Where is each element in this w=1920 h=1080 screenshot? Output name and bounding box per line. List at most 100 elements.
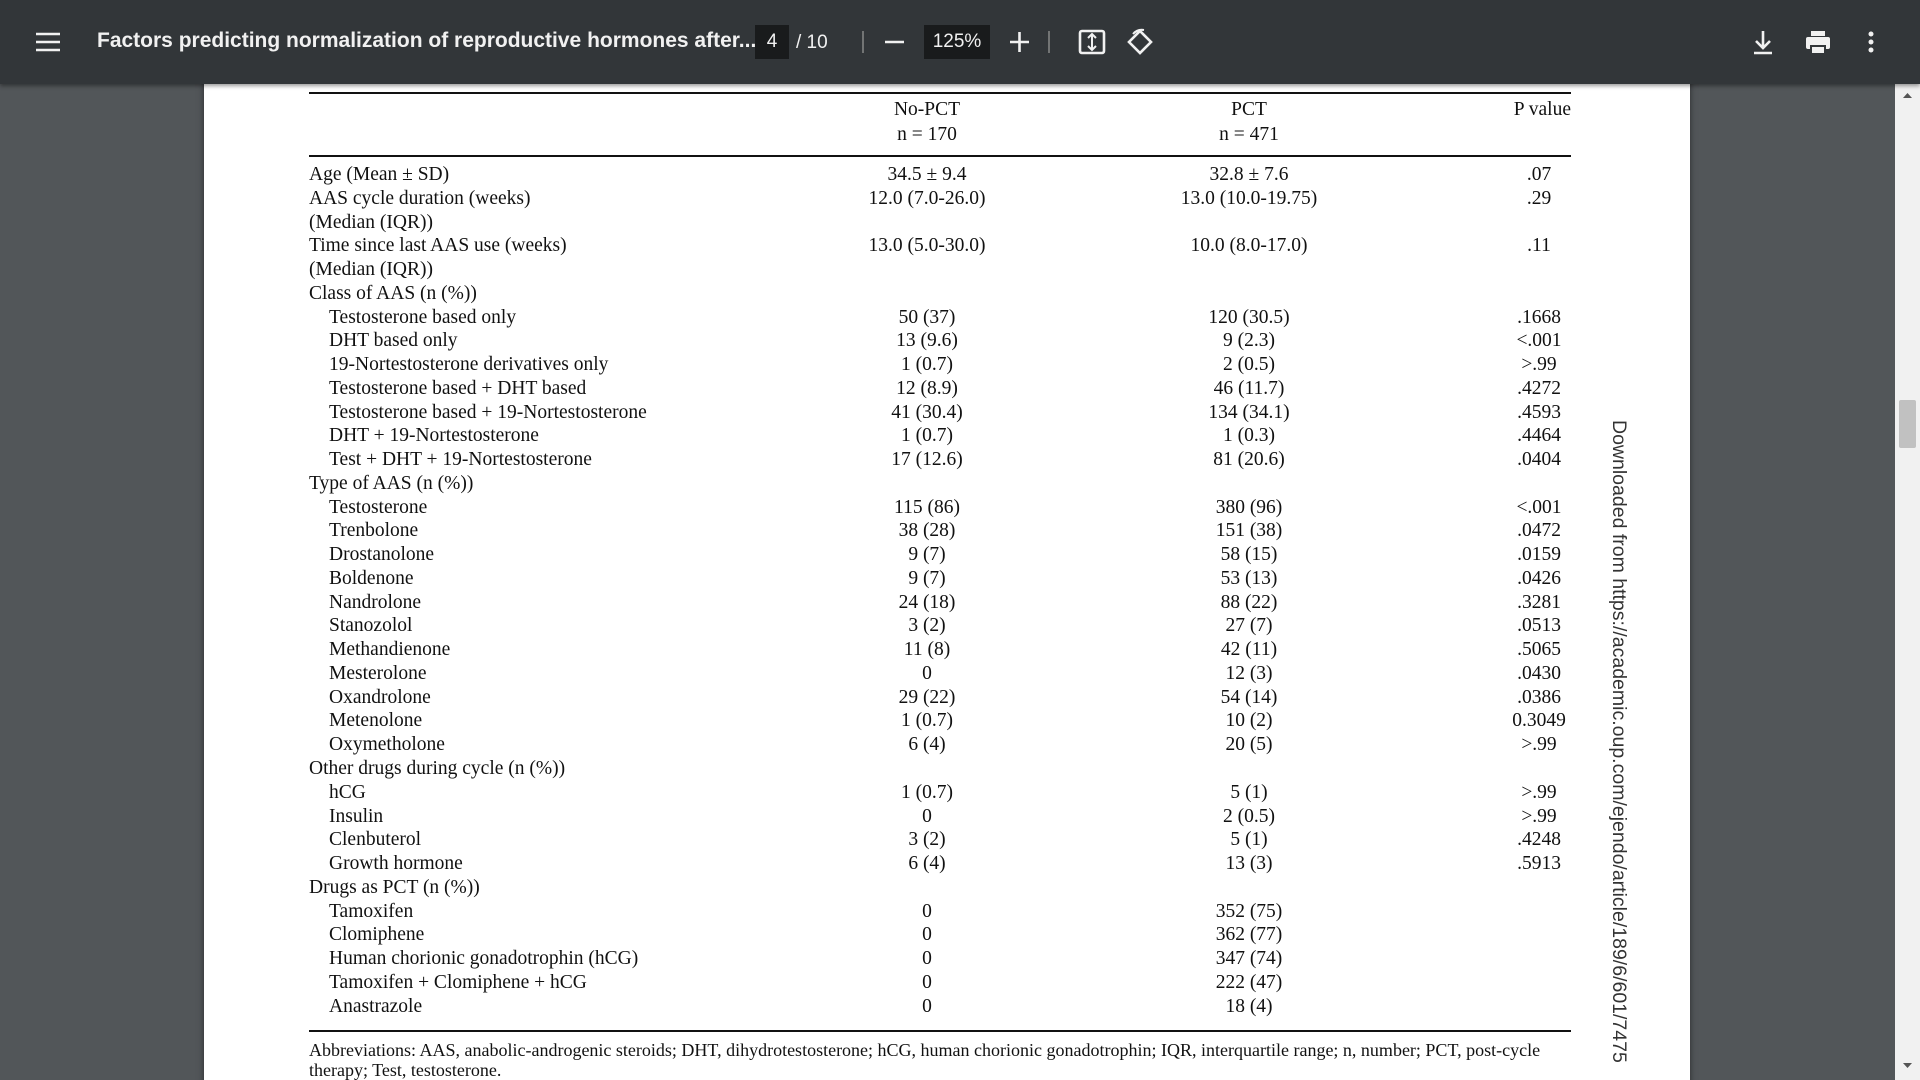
- cell-value: <.001: [1516, 330, 1562, 352]
- row-label: AAS cycle duration (weeks): [309, 187, 531, 209]
- table-rule: [309, 1030, 1571, 1032]
- cell-value: 0: [922, 805, 932, 827]
- toolbar-icons: [36, 28, 1874, 55]
- table-rule: [309, 155, 1571, 157]
- cell-value: >.99: [1521, 781, 1557, 803]
- cell-value: .4464: [1517, 425, 1561, 447]
- row-label: Mesterolone: [329, 662, 427, 684]
- column-header: PCT: [1231, 99, 1267, 120]
- cell-value: 13.0 (5.0-30.0): [868, 235, 986, 257]
- cell-value: 10.0 (8.0-17.0): [1190, 235, 1308, 257]
- cell-value: .0426: [1517, 567, 1561, 589]
- cell-value: 54 (14): [1220, 686, 1278, 708]
- row-label: DHT based only: [329, 330, 458, 352]
- cell-value: 222 (47): [1215, 971, 1283, 993]
- row-label: Age (Mean ± SD): [309, 164, 450, 185]
- cell-value: 32.8 ± 7.6: [1209, 164, 1289, 185]
- section-heading: Class of AAS (n (%)): [309, 282, 477, 304]
- cell-value: 10 (2): [1225, 710, 1273, 732]
- row-label: (Median (IQR)): [309, 259, 433, 281]
- cell-value: 50 (37): [898, 306, 956, 328]
- cell-value: 120 (30.5): [1208, 306, 1290, 328]
- cell-value: 11 (8): [903, 639, 951, 661]
- cell-value: 42 (11): [1220, 639, 1278, 661]
- cell-value: 41 (30.4): [891, 401, 963, 423]
- cell-value: .0430: [1517, 662, 1561, 684]
- row-label: Clomiphene: [329, 924, 425, 946]
- table-rule: [309, 92, 1571, 94]
- menu-button[interactable]: [36, 32, 60, 52]
- cell-value: 3 (2): [908, 615, 946, 637]
- column-header: P value: [1513, 99, 1571, 120]
- cell-value: 20 (5): [1225, 734, 1273, 756]
- more-button[interactable]: [1868, 31, 1874, 53]
- cell-value: 362 (77): [1215, 924, 1283, 946]
- document-title: Factors predicting normalization of repr…: [97, 29, 757, 52]
- watermark: Downloaded from https://academic.oup.com…: [1608, 420, 1630, 1063]
- zoom-in-button[interactable]: [1010, 32, 1029, 52]
- cell-value: 13 (9.6): [896, 330, 958, 352]
- cell-value: 0: [922, 924, 932, 946]
- row-label: Oxymetholone: [329, 734, 445, 756]
- row-label: Boldenone: [329, 567, 414, 589]
- cell-value: 12 (8.9): [896, 377, 958, 399]
- scroll-up[interactable]: [1903, 93, 1912, 98]
- cell-value: 1 (0.7): [901, 781, 953, 803]
- scroll-thumb[interactable]: [1899, 400, 1916, 448]
- row-label: Human chorionic gonadotrophin (hCG): [329, 948, 639, 970]
- cell-value: 1 (0.7): [901, 710, 953, 732]
- scrollbar-graphics: [1899, 93, 1916, 1068]
- cell-value: .11: [1527, 235, 1551, 257]
- cell-value: .1668: [1517, 306, 1561, 328]
- cell-value: 58 (15): [1220, 544, 1278, 566]
- row-label: Clenbuterol: [329, 829, 422, 851]
- row-label: (Median (IQR)): [309, 211, 433, 233]
- print-button[interactable]: [1806, 31, 1830, 55]
- page-input[interactable]: 4: [755, 25, 789, 59]
- cell-value: 352 (75): [1215, 900, 1283, 922]
- section-heading: Other drugs during cycle (n (%)): [309, 758, 566, 779]
- cell-value: .4248: [1517, 829, 1561, 851]
- row-label: Tamoxifen + Clomiphene + hCG: [329, 971, 587, 993]
- rotate-button[interactable]: [1127, 28, 1153, 55]
- cell-value: 53 (13): [1220, 567, 1278, 589]
- cell-value: 1 (0.7): [901, 425, 953, 447]
- cell-value: 27 (7): [1225, 615, 1273, 637]
- fit-button[interactable]: [1078, 29, 1106, 55]
- cell-value: 115 (86): [894, 496, 960, 518]
- scrollbar[interactable]: [1895, 84, 1920, 1080]
- row-label: Insulin: [329, 805, 384, 827]
- pdf-page: [204, 60, 1690, 1080]
- row-label: Metenolone: [329, 710, 423, 732]
- row-label: Oxandrolone: [329, 686, 431, 708]
- cell-value: 0: [922, 662, 932, 684]
- cell-value: <.001: [1516, 496, 1562, 518]
- cell-value: .5913: [1517, 853, 1561, 875]
- scroll-down[interactable]: [1903, 1063, 1912, 1068]
- row-label: Growth hormone: [329, 853, 463, 875]
- cell-value: 24 (18): [898, 591, 956, 613]
- column-subheader: n = 170: [897, 124, 957, 145]
- cell-value: 151 (38): [1215, 520, 1283, 542]
- download-button[interactable]: [1754, 31, 1772, 55]
- row-label: Testosterone based + DHT based: [329, 377, 587, 399]
- cell-value: 34.5 ± 9.4: [887, 164, 967, 185]
- row-label: hCG: [329, 781, 366, 803]
- cell-value: 347 (74): [1215, 948, 1283, 970]
- row-label: Time since last AAS use (weeks): [309, 235, 567, 257]
- cell-value: 13 (3): [1225, 853, 1273, 875]
- row-label: Nandrolone: [329, 591, 422, 613]
- cell-value: 6 (4): [908, 853, 946, 875]
- cell-value: 18 (4): [1225, 995, 1273, 1017]
- cell-value: >.99: [1521, 354, 1557, 376]
- cell-value: .07: [1526, 164, 1552, 185]
- cell-value: 0.3049: [1512, 710, 1566, 732]
- zoom-input[interactable]: 125%: [924, 25, 990, 59]
- cell-value: 81 (20.6): [1213, 449, 1285, 471]
- row-label: Anastrazole: [329, 995, 423, 1017]
- cell-value: 9 (7): [908, 567, 946, 589]
- cell-value: .0386: [1517, 686, 1561, 708]
- cell-value: 38 (28): [898, 520, 956, 542]
- cell-value: .0472: [1517, 520, 1561, 542]
